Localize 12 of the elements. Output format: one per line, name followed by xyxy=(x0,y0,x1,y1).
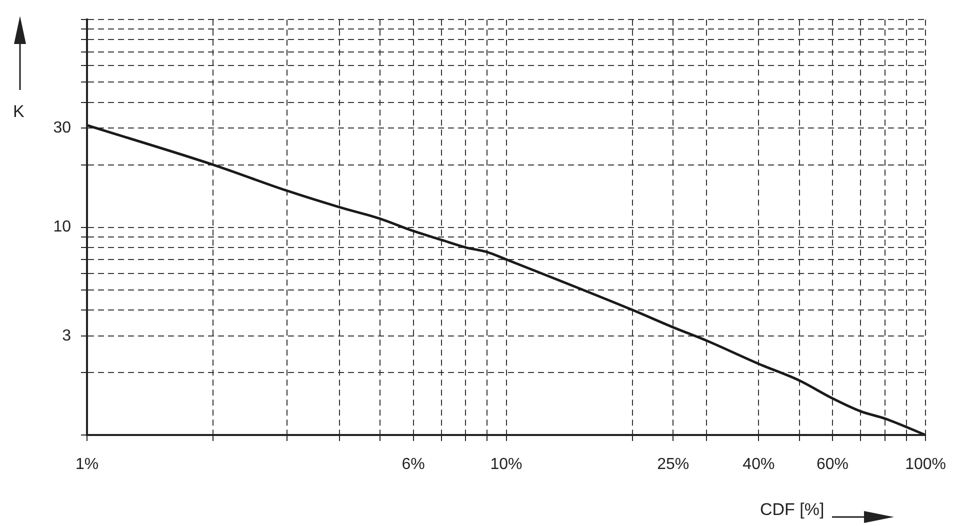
x-tick-label: 1% xyxy=(75,456,99,474)
x-axis-title: CDF [%] xyxy=(760,500,824,520)
x-tick-label: 25% xyxy=(657,456,690,474)
x-tick-label: 60% xyxy=(816,456,849,474)
y-tick-label: 30 xyxy=(53,120,72,137)
x-tick-label: 6% xyxy=(402,456,425,474)
y-axis-title: K xyxy=(13,102,24,122)
y-tick-label: 3 xyxy=(62,327,72,344)
x-tick-label: 100% xyxy=(905,456,946,474)
x-tick-label: 40% xyxy=(742,456,775,474)
y-tick-label: 10 xyxy=(53,218,72,236)
x-tick-label: 10% xyxy=(490,456,522,474)
